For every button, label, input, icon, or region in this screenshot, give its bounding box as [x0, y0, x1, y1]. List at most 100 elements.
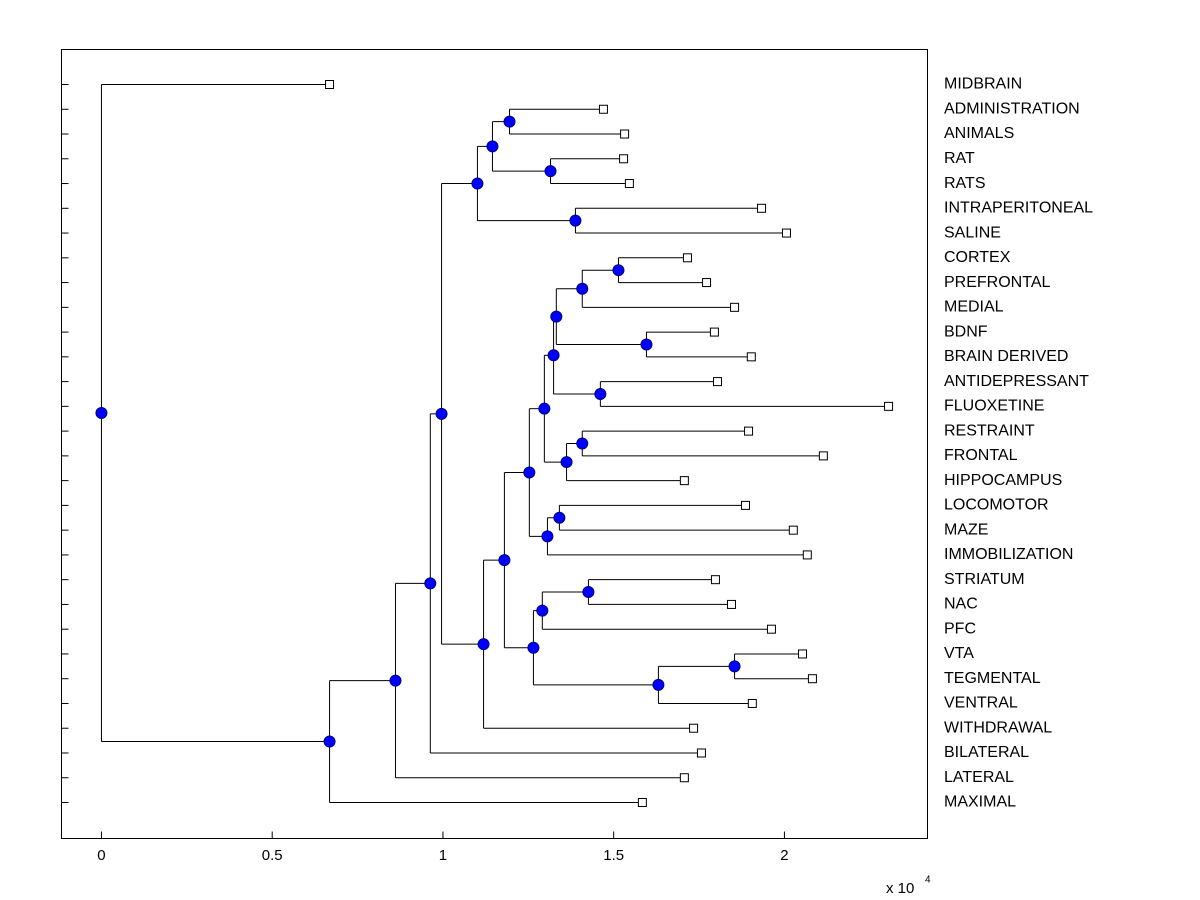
leaf-label: STRIATUM — [944, 571, 1025, 588]
node-marker — [547, 349, 560, 362]
node-marker — [424, 577, 437, 590]
leaf-label: MAZE — [944, 521, 988, 538]
node-marker — [544, 165, 557, 178]
node-marker — [576, 437, 589, 450]
leaf-label: ANTIDEPRESSANT — [944, 373, 1089, 390]
labels: 0 0.5 1 1.5 2 MIDBRAIN ADMINISTRATION ANIMALS RA… — [97, 76, 1093, 864]
node-marker — [728, 660, 741, 673]
leaf-label: BILATERAL — [944, 744, 1029, 761]
leaf-marker — [620, 129, 630, 139]
node-marker — [640, 338, 653, 351]
leaf-label: MEDIAL — [944, 299, 1004, 316]
leaf-marker — [598, 104, 608, 114]
leaf-marker — [744, 426, 754, 436]
leaf-label: PFC — [944, 620, 976, 637]
leaf-marker — [884, 401, 894, 411]
node-marker — [582, 586, 595, 599]
node-marker — [498, 554, 511, 567]
leaf-marker — [740, 500, 750, 510]
node-marker — [553, 511, 566, 524]
leaf-marker — [757, 203, 767, 213]
plot-frame — [61, 49, 928, 839]
node-marker — [536, 604, 549, 617]
leaf-marker — [702, 278, 712, 288]
leaf-marker — [325, 80, 335, 89]
node-marker — [95, 407, 108, 420]
x-tick-label: 1.5 — [603, 847, 624, 864]
node-marker — [652, 678, 665, 691]
leaf-marker — [747, 698, 757, 708]
node-marker — [612, 264, 625, 277]
x-tick-label: 2 — [780, 847, 788, 864]
node-marker — [389, 674, 402, 687]
node-marker — [503, 115, 516, 128]
leaf-marker — [709, 327, 719, 337]
leaf-label: HIPPOCAMPUS — [944, 472, 1062, 489]
node-marker — [435, 407, 448, 420]
leaf-label: SALINE — [944, 224, 1001, 241]
markers — [95, 80, 894, 807]
x-tick-label: 0.5 — [262, 847, 283, 864]
leaf-label: INTRAPERITONEAL — [944, 200, 1093, 217]
leaf-label: VTA — [944, 645, 974, 662]
leaf-label: RESTRAINT — [944, 422, 1035, 439]
leaf-label: CORTEX — [944, 249, 1011, 266]
node-marker — [541, 530, 554, 543]
leaf-label: VENTRAL — [944, 695, 1018, 712]
leaf-label: FLUOXETINE — [944, 398, 1044, 415]
offset-exponent: 4 — [925, 875, 931, 886]
leaf-marker — [807, 674, 817, 684]
node-marker — [576, 282, 589, 295]
node-marker — [486, 140, 499, 153]
x-tick-label: 1 — [439, 847, 447, 864]
leaf-label: ADMINISTRATION — [944, 100, 1080, 117]
leaf-label: ANIMALS — [944, 125, 1014, 142]
leaf-marker — [798, 649, 808, 659]
node-marker — [477, 638, 490, 651]
leaf-marker — [712, 377, 722, 387]
leaf-marker — [802, 550, 812, 560]
leaf-label: MIDBRAIN — [944, 76, 1022, 93]
leaf-marker — [818, 451, 828, 461]
leaf-marker — [682, 253, 692, 263]
leaf-marker — [730, 302, 740, 312]
leaf-label: BRAIN DERIVED — [944, 348, 1068, 365]
node-marker — [550, 310, 563, 323]
leaf-marker — [746, 352, 756, 362]
leaf-label: BDNF — [944, 323, 988, 340]
leaf-marker — [788, 525, 798, 535]
leaf-marker — [619, 154, 629, 164]
node-marker — [527, 641, 540, 654]
node-marker — [538, 402, 551, 415]
leaf-marker — [710, 575, 720, 585]
node-marker — [594, 387, 607, 400]
leaf-marker — [689, 723, 699, 733]
leaf-marker — [624, 179, 634, 189]
leaf-marker — [637, 798, 647, 807]
leaf-label: IMMOBILIZATION — [944, 546, 1073, 563]
leaf-marker — [766, 624, 776, 634]
branches — [61, 84, 889, 839]
leaf-label: NAC — [944, 596, 978, 613]
leaf-label: TEGMENTAL — [944, 670, 1041, 687]
leaf-label: LOCOMOTOR — [944, 497, 1049, 514]
leaf-label: LATERAL — [944, 769, 1014, 786]
leaf-label: FRONTAL — [944, 447, 1018, 464]
leaf-marker — [696, 748, 706, 758]
leaf-label: RATS — [944, 175, 985, 192]
node-marker — [560, 456, 573, 469]
leaf-label: PREFRONTAL — [944, 274, 1050, 291]
leaf-marker — [679, 476, 689, 486]
x-tick-label: 0 — [97, 847, 105, 864]
offset-text: x 10 — [886, 880, 914, 897]
node-marker — [471, 177, 484, 190]
leaf-label: MAXIMAL — [944, 794, 1016, 811]
leaf-label: RAT — [944, 150, 975, 167]
node-marker — [323, 735, 336, 748]
leaf-marker — [726, 599, 736, 609]
leaf-label: WITHDRAWAL — [944, 719, 1052, 736]
node-marker — [523, 466, 536, 479]
node-marker — [569, 214, 582, 227]
